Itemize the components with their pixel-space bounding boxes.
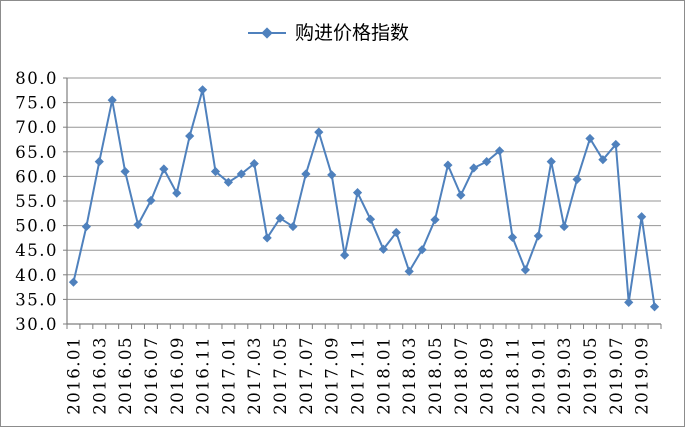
x-tick-label: 2019.01: [529, 336, 548, 415]
data-point: [81, 221, 91, 232]
data-point: [327, 170, 337, 180]
x-tick-label: 2016.05: [116, 336, 135, 415]
data-point: [288, 221, 298, 232]
x-tick-label: 2016.01: [64, 336, 83, 415]
data-point: [236, 169, 246, 179]
y-tick-label: 40.0: [15, 266, 58, 285]
data-point: [275, 213, 285, 223]
data-point: [249, 159, 259, 169]
data-point: [611, 139, 621, 150]
series-line: [72, 88, 656, 307]
x-tick-label: 2017.11: [349, 336, 368, 415]
data-point: [469, 163, 479, 173]
data-point: [185, 131, 195, 141]
data-point: [120, 166, 130, 177]
legend: 购进价格指数: [0, 21, 670, 45]
data-point: [378, 244, 388, 254]
data-point: [404, 266, 414, 276]
legend-label: 购进价格指数: [294, 22, 409, 44]
y-tick-label: 45.0: [15, 241, 58, 260]
y-tick-label: 50.0: [15, 217, 58, 236]
data-point: [172, 188, 182, 198]
x-tick-label: 2018.11: [504, 336, 523, 415]
y-tick-label: 60.0: [15, 167, 58, 186]
data-point: [107, 95, 117, 105]
data-point: [223, 177, 234, 187]
data-point: [352, 188, 363, 198]
data-point: [197, 85, 208, 95]
x-tick-label: 2016.11: [194, 336, 213, 415]
data-point: [443, 160, 453, 170]
data-point: [68, 277, 79, 287]
data-point: [210, 166, 221, 177]
y-axis-ticks: [63, 77, 67, 325]
x-tick-label: 2018.07: [452, 336, 471, 415]
diamond-marker-icon: [261, 27, 273, 39]
data-point: [559, 221, 569, 232]
data-point: [391, 227, 401, 238]
x-tick-label: 2017.09: [323, 336, 342, 415]
data-point: [482, 157, 492, 167]
x-tick-label: 2019.09: [633, 336, 652, 415]
data-point: [649, 302, 660, 312]
x-tick-label: 2017.07: [297, 336, 316, 415]
x-tick-label: 2018.09: [478, 336, 497, 415]
data-point: [637, 212, 647, 222]
data-point: [507, 232, 518, 243]
y-tick-label: 80.0: [15, 69, 58, 88]
x-tick-label: 2016.07: [142, 336, 161, 415]
data-point: [133, 220, 143, 230]
x-tick-label: 2017.05: [271, 336, 290, 415]
data-point: [94, 157, 104, 167]
x-axis-ticks: [66, 324, 662, 329]
y-tick-label: 75.0: [15, 94, 58, 113]
y-axis-labels: 80.0 75.0 70.0 65.0 60.0 55.0 50.0 45.0 40.0 35.0…: [15, 69, 58, 334]
y-tick-label: 30.0: [15, 315, 58, 334]
series-购进价格指数: [68, 85, 660, 312]
x-tick-label: 2017.01: [219, 336, 238, 415]
x-tick-label: 2018.03: [400, 336, 419, 415]
y-tick-label: 35.0: [15, 290, 58, 309]
data-point: [301, 169, 311, 179]
data-point: [572, 174, 582, 184]
data-point: [314, 127, 324, 137]
data-point: [146, 195, 156, 206]
x-tick-label: 2019.05: [581, 336, 600, 415]
y-tick-label: 70.0: [15, 118, 58, 137]
x-axis-labels: 2016.01 2016.03 2016.05 2016.07 2016.09 2016.…: [64, 336, 651, 415]
x-tick-label: 2016.03: [90, 336, 109, 415]
x-tick-label: 2019.07: [607, 336, 626, 415]
data-point: [159, 164, 169, 174]
data-point: [533, 231, 543, 241]
data-point: [585, 133, 595, 144]
x-tick-label: 2017.03: [245, 336, 264, 415]
data-point: [494, 146, 505, 156]
data-point: [340, 250, 350, 260]
data-point: [598, 155, 608, 165]
y-tick-label: 55.0: [15, 192, 58, 211]
data-point: [262, 233, 272, 243]
x-tick-label: 2018.05: [426, 336, 445, 415]
x-tick-label: 2016.09: [168, 336, 187, 415]
data-point: [417, 245, 427, 255]
data-point: [624, 297, 634, 307]
data-point: [456, 190, 466, 200]
data-point: [520, 265, 531, 275]
y-tick-label: 65.0: [15, 143, 58, 162]
data-point: [546, 157, 556, 167]
series-line-icon: [247, 27, 286, 39]
x-tick-label: 2018.01: [374, 336, 393, 415]
x-tick-label: 2019.03: [555, 336, 574, 415]
data-point: [365, 214, 376, 224]
data-point: [430, 215, 440, 225]
